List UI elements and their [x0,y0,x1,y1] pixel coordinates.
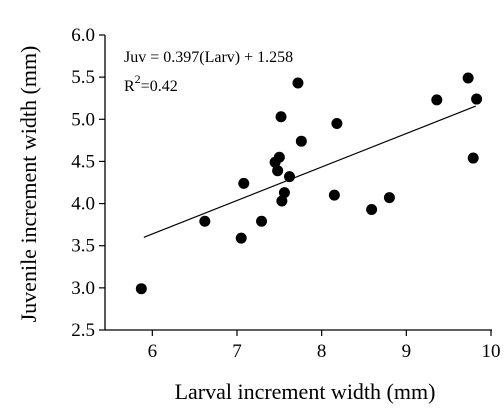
data-point [462,72,474,84]
data-point [273,151,285,163]
y-axis-title: Juvenile increment width (mm) [16,46,41,323]
x-axis-title: Larval increment width (mm) [175,379,436,404]
data-point [238,177,250,189]
data-point [199,215,211,227]
x-tick-label: 9 [402,341,412,362]
data-point [283,171,295,183]
plot-area [104,35,492,331]
regression-equation: Juv = 0.397(Larv) + 1.258 [124,49,293,66]
data-point [292,77,304,89]
r-squared-label: R2=0.42 [124,72,178,95]
y-tick-label: 4.5 [71,151,95,172]
r-squared-value: =0.42 [141,78,178,95]
y-axis-ticks: 2.5 3.0 3.5 4.0 4.5 5.0 5.5 6.0 [71,25,105,341]
data-point [235,232,247,244]
data-point [331,118,343,129]
data-points [135,72,483,295]
data-point [256,215,268,227]
data-point [135,283,147,295]
y-tick-label: 5.0 [71,109,95,130]
data-point [278,187,290,199]
data-point [328,189,340,201]
y-tick-label: 3.5 [71,236,95,257]
y-tick-label: 3.0 [71,278,95,299]
x-tick-label: 6 [148,341,158,362]
x-axis-ticks: 6 7 8 9 10 [148,330,501,362]
regression-line [143,105,476,238]
y-tick-label: 6.0 [71,25,95,46]
x-tick-label: 7 [232,341,242,362]
data-point [431,94,443,106]
x-tick-label: 10 [482,341,501,362]
r-squared-superscript: 2 [135,72,141,86]
data-point [276,195,288,207]
data-point [295,135,307,147]
trendline-group [143,105,476,238]
data-point [471,93,483,105]
x-tick-label: 8 [317,341,327,362]
data-point [272,165,284,177]
data-point [366,203,378,215]
r-squared-prefix: R [124,78,135,95]
y-tick-label: 4.0 [71,194,95,215]
y-tick-label: 2.5 [71,320,95,341]
y-tick-label: 5.5 [71,67,95,88]
data-point [467,152,479,164]
data-point [275,111,287,123]
data-point [383,192,395,204]
